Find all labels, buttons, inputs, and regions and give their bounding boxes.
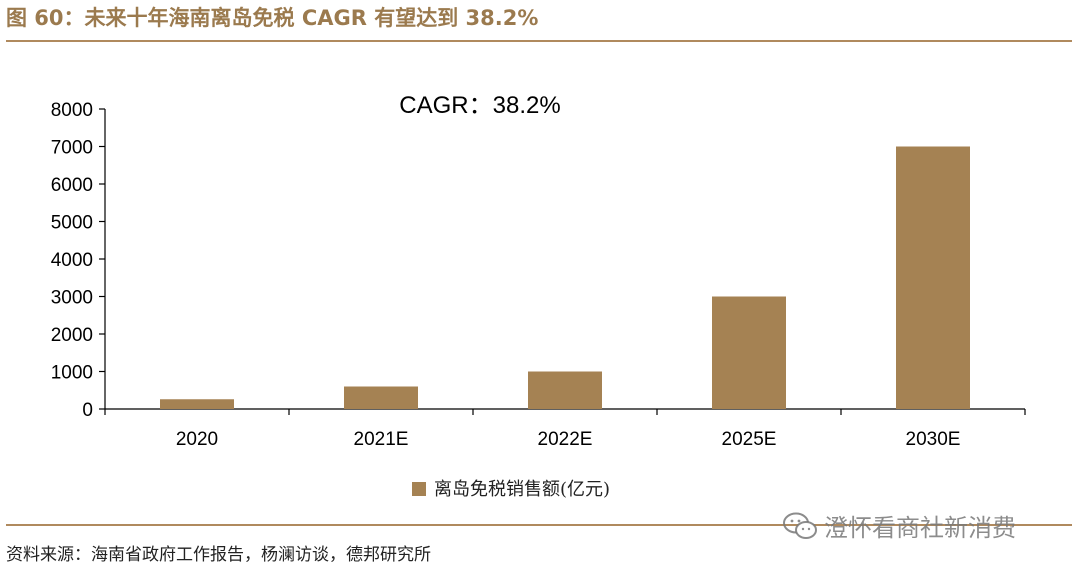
x-tick-label: 2021E: [354, 429, 409, 450]
y-tick-label: 3000: [51, 288, 93, 309]
source-note: 资料来源：海南省政府工作报告，杨澜访谈，德邦研究所: [6, 545, 431, 565]
wechat-icon: [783, 512, 817, 539]
top-divider: [6, 40, 1072, 42]
bar-2030e: [896, 146, 970, 409]
x-tick-label: 2022E: [538, 429, 593, 450]
cagr-annotation: CAGR：38.2%: [399, 92, 560, 119]
y-tick-label: 5000: [51, 213, 93, 234]
y-tick-label: 6000: [51, 175, 93, 196]
legend-swatch: [412, 482, 426, 496]
y-tick-label: 4000: [51, 250, 93, 271]
x-tick-label: 2020: [176, 429, 218, 450]
bar-chart: 0 1000 2000 3000 4000 5000 6000 7000 8000 2020 20…: [51, 92, 1026, 500]
figure-title: 图 60：未来十年海南离岛免税 CAGR 有望达到 38.2%: [6, 6, 539, 30]
y-tick-label: 8000: [51, 100, 93, 121]
watermark: 澄怀看商社新消费: [782, 508, 1016, 543]
y-tick-label: 1000: [51, 363, 93, 384]
y-tick-label: 2000: [51, 325, 93, 346]
bar-2021e: [344, 386, 418, 409]
watermark-text: 澄怀看商社新消费: [824, 514, 1016, 542]
legend-label: 离岛免税销售额(亿元): [434, 479, 610, 500]
bar-2020: [160, 399, 234, 409]
x-tick-label: 2025E: [722, 429, 777, 450]
bar-2025e: [712, 296, 786, 409]
legend: 离岛免税销售额(亿元): [412, 479, 610, 500]
bottom-divider: [6, 524, 1072, 526]
bar-2022e: [528, 371, 602, 409]
y-tick-label: 0: [82, 400, 93, 421]
x-tick-label: 2030E: [906, 429, 961, 450]
y-tick-label: 7000: [51, 138, 93, 159]
